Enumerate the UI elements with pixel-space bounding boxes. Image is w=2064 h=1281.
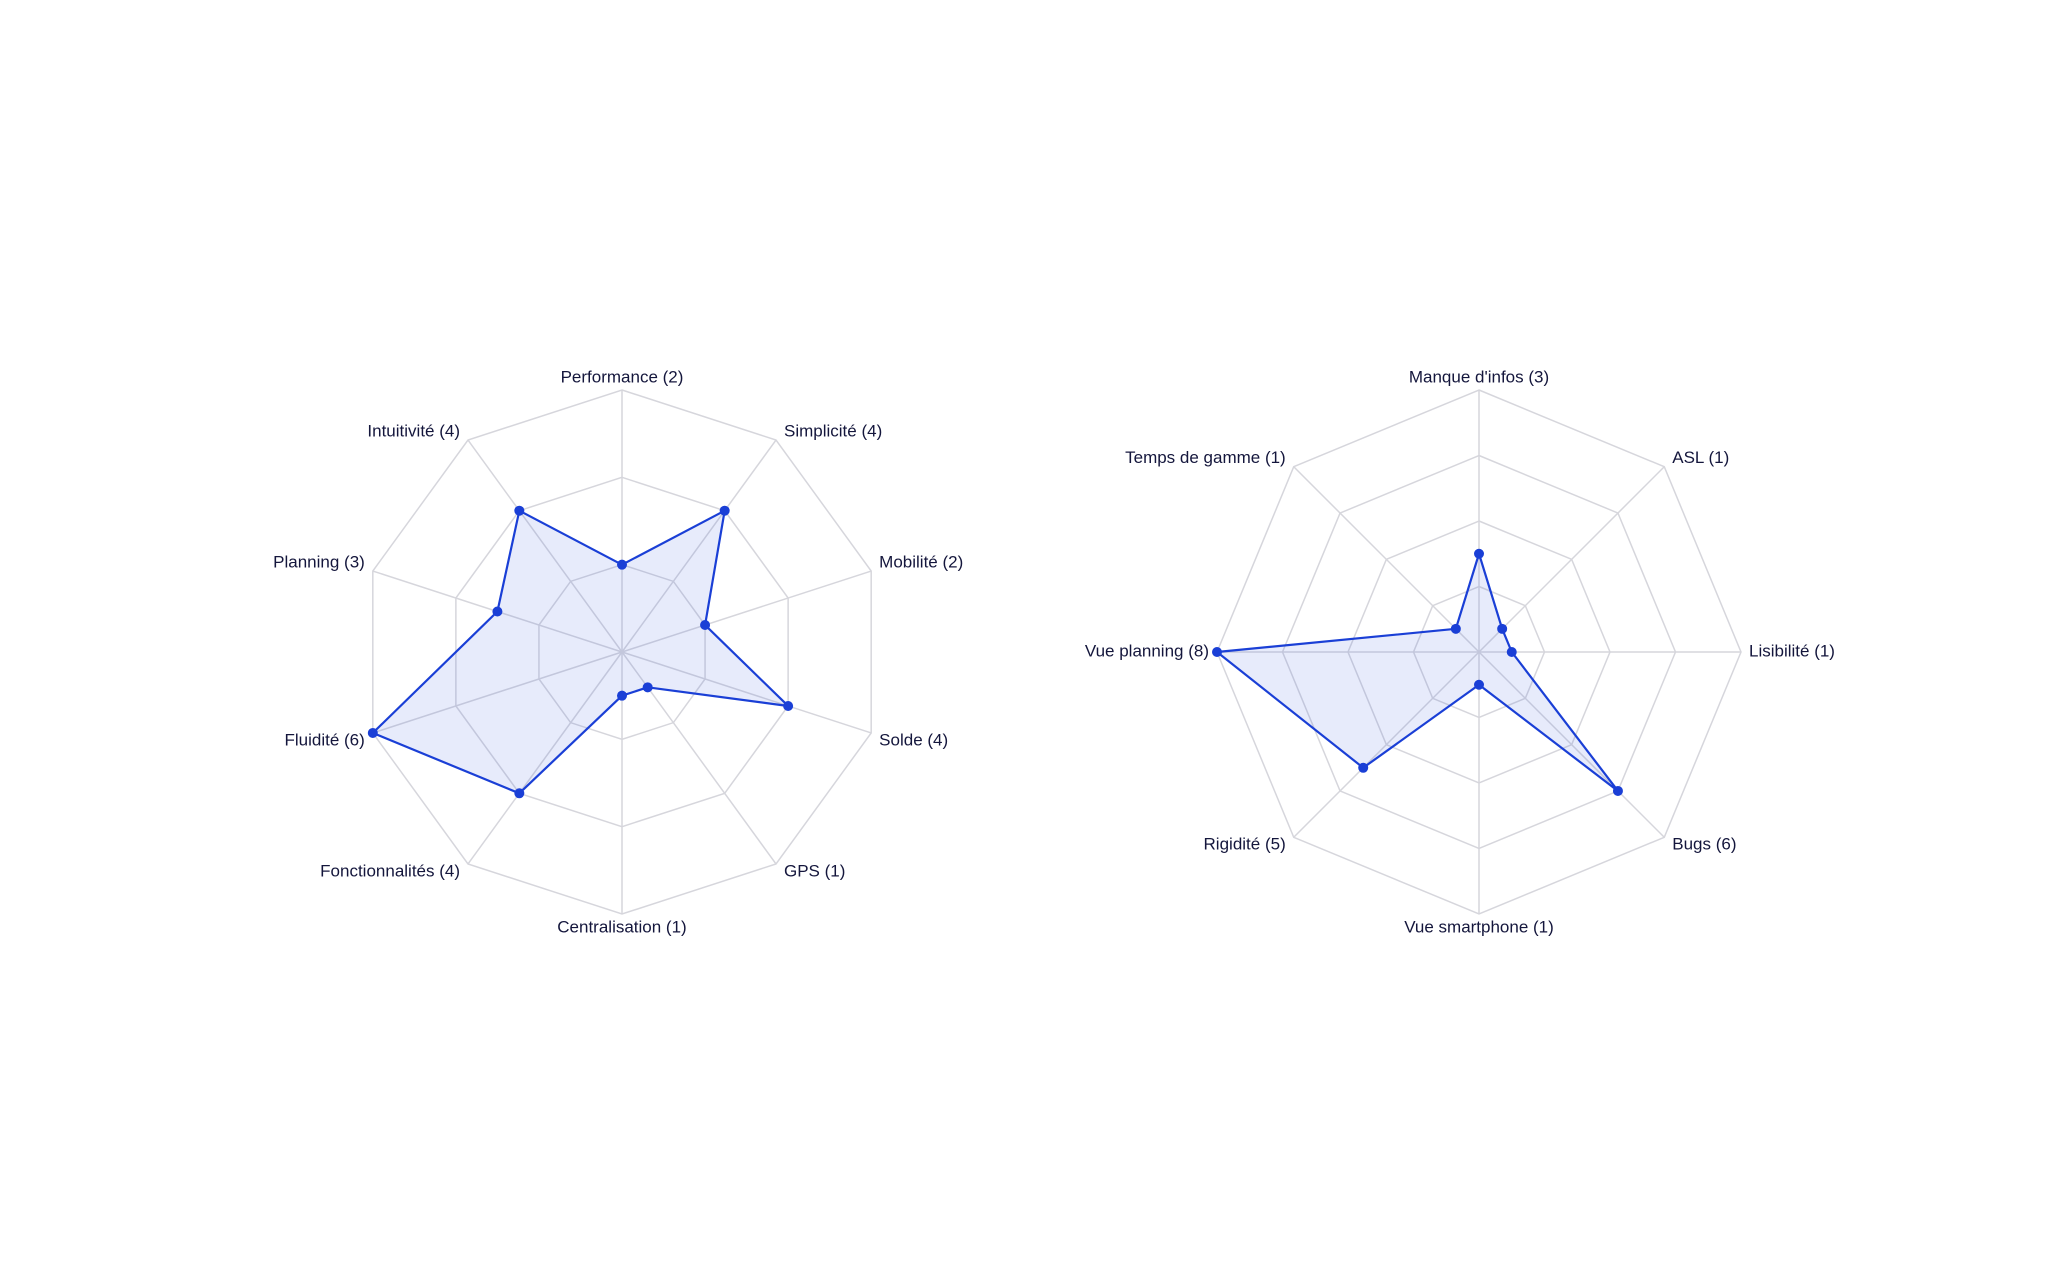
axis-label: Manque d'infos (3) xyxy=(1409,367,1549,386)
axis-label: Lisibilité (1) xyxy=(1749,641,1835,660)
spoke xyxy=(621,651,872,734)
radar-chart: Performance (2) Simplicité (4) Mobilité (2… xyxy=(273,367,963,936)
axis-label: Temps de gamme (1) xyxy=(1125,448,1286,467)
data-point xyxy=(1450,623,1461,634)
data-point xyxy=(1497,623,1508,634)
axis-label: Bugs (6) xyxy=(1672,835,1736,854)
spoke xyxy=(1293,651,1480,838)
data-point xyxy=(1474,548,1484,559)
data-point xyxy=(367,727,378,738)
spoke xyxy=(1478,466,1665,653)
spoke xyxy=(1478,651,1665,838)
data-point xyxy=(700,620,711,631)
axis-label: Solde (4) xyxy=(879,730,948,749)
radar-area xyxy=(1215,552,1620,793)
spoke xyxy=(1293,466,1480,653)
radar-chart: Manque d'infos (3) ASL (1) Lisibilité (1) B… xyxy=(1085,367,1835,936)
axis-label: Vue smartphone (1) xyxy=(1404,917,1554,936)
axis-label: Centralisation (1) xyxy=(557,917,686,936)
data-point xyxy=(1506,647,1517,657)
axis-label: Fluidité (6) xyxy=(285,730,365,749)
data-point xyxy=(492,606,503,617)
radar-area xyxy=(371,509,790,795)
axis-label: GPS (1) xyxy=(784,861,845,880)
axis-label: Mobilité (2) xyxy=(879,553,963,572)
data-point xyxy=(514,505,525,516)
data-point xyxy=(719,505,730,516)
spoke xyxy=(621,570,872,653)
data-point xyxy=(783,700,794,711)
spoke xyxy=(621,439,777,653)
axis-label: Vue planning (8) xyxy=(1085,641,1209,660)
axis-label: Planning (3) xyxy=(273,553,365,572)
axis-label: Rigidité (5) xyxy=(1204,835,1286,854)
data-point xyxy=(1212,647,1222,657)
spoke xyxy=(372,651,623,734)
axis-label: Fonctionnalités (4) xyxy=(320,861,460,880)
axis-label: Simplicité (4) xyxy=(784,422,882,441)
data-point xyxy=(642,682,653,693)
axis-label: Intuitivité (4) xyxy=(367,422,460,441)
data-point xyxy=(514,788,525,799)
data-point xyxy=(617,559,627,570)
data-point xyxy=(1474,679,1484,690)
data-point xyxy=(617,690,627,701)
data-point xyxy=(1358,762,1369,773)
spoke xyxy=(467,651,623,865)
data-point xyxy=(1612,785,1623,796)
axis-label: Performance (2) xyxy=(561,367,684,386)
spoke xyxy=(467,439,623,653)
axis-label: ASL (1) xyxy=(1672,448,1729,467)
